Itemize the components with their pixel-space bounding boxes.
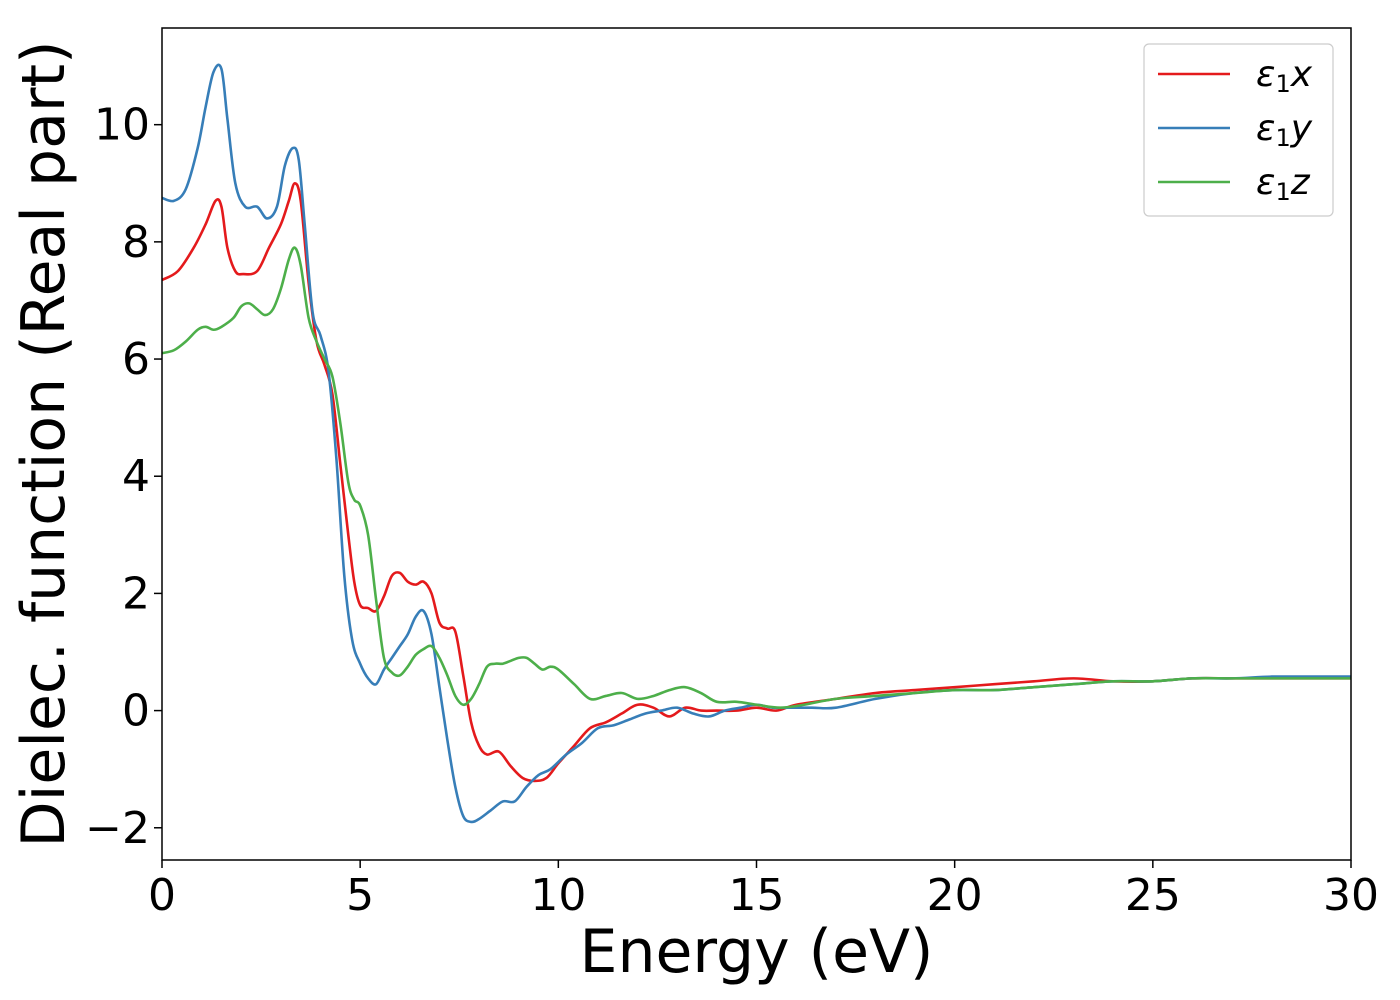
x-tick-label: 20 [927, 870, 983, 921]
x-axis-title: Energy (eV) [580, 917, 934, 987]
y-tick-label: 2 [122, 568, 150, 619]
legend-label-y: ε1y [1256, 108, 1313, 152]
x-tick-label: 15 [729, 870, 785, 921]
legend: ε1x ε1y ε1z [1143, 43, 1334, 217]
y-tick-label: 6 [122, 334, 150, 385]
x-tick-label: 10 [530, 870, 586, 921]
legend-label-x: ε1x [1256, 54, 1313, 98]
y-tick-label: −2 [85, 803, 150, 854]
x-tick-label: 25 [1125, 870, 1181, 921]
legend-box [1143, 43, 1334, 217]
series-line-x [162, 181, 1351, 783]
y-tick-label: 8 [122, 217, 150, 268]
y-tick-label: 10 [94, 100, 150, 151]
y-axis-title: Dielec. function (Real part) [9, 41, 79, 848]
x-axis-ticks: 0 5 10 15 20 25 30 [148, 860, 1379, 921]
y-axis-ticks: −2 0 2 4 6 8 10 [85, 100, 162, 854]
series-line-y [162, 63, 1351, 824]
series-line-z [162, 246, 1351, 709]
x-tick-label: 5 [346, 870, 374, 921]
legend-label-z: ε1z [1256, 162, 1311, 206]
x-tick-label: 0 [148, 870, 176, 921]
x-tick-label: 30 [1323, 870, 1379, 921]
y-tick-label: 0 [122, 686, 150, 737]
series-layer [162, 63, 1351, 824]
y-tick-label: 4 [122, 451, 150, 502]
